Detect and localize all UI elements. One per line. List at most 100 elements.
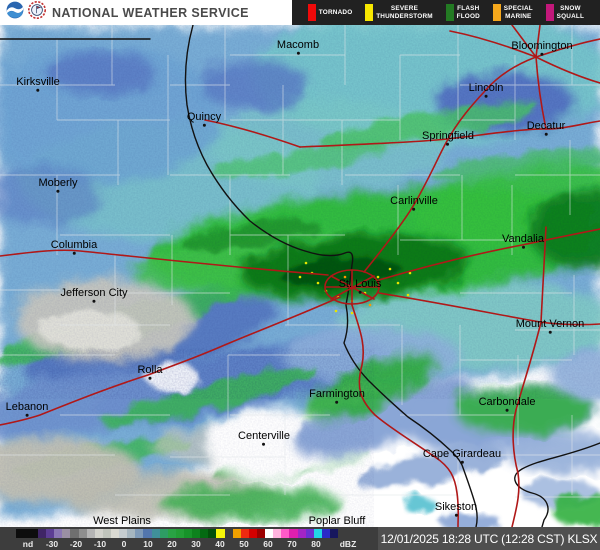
city-label: Quincy: [187, 111, 221, 127]
city-dot-icon: [521, 245, 525, 249]
city-label: Jefferson City: [60, 287, 128, 303]
colorbar-segment: [216, 529, 225, 538]
city-dot-icon: [358, 290, 362, 294]
city-label: Farmington: [309, 388, 365, 404]
legend-item: SNOW SQUALL: [545, 4, 585, 21]
colorbar-segment: [256, 529, 266, 538]
dbz-tick-labels: nd -30 -20 -10 0 10 20 30 40 50 60 70 80 dBZ: [0, 539, 380, 549]
scale-tick: 40: [215, 539, 225, 549]
state-borders: [0, 25, 600, 527]
scale-bar: nd -30 -20 -10 0 10 20 30 40 50 60 70 80 dBZ 12/01/20…: [0, 527, 600, 550]
colorbar-segment: [54, 529, 63, 538]
county-lines: [0, 25, 600, 527]
colorbar-segment: [225, 529, 233, 538]
legend-label: SNOW SQUALL: [556, 4, 585, 20]
warning-swatch-icon: [307, 4, 316, 21]
city-label: Vandalia: [502, 233, 544, 249]
city-dot-icon: [454, 513, 458, 517]
radar-map[interactable]: Kirksville Macomb Bloomington Quincy Lincoln…: [0, 25, 600, 527]
legend-item: TORNADO: [307, 4, 353, 21]
city-label: Sikeston: [435, 501, 477, 517]
warning-swatch-icon: [492, 4, 501, 21]
colorbar-segment: [119, 529, 128, 538]
colorbar-segment: [135, 529, 144, 538]
colorbar-segment: [167, 529, 176, 538]
city-label: Bloomington: [511, 40, 573, 56]
scale-tick: 70: [287, 539, 297, 549]
city-label: Carbondale: [479, 396, 535, 412]
colorbar-segment: [248, 529, 257, 538]
nws-seal-icon: [28, 1, 46, 24]
legend-item: SEVERE THUNDERSTORM: [365, 4, 433, 21]
colorbar-segment: [208, 529, 217, 538]
warning-swatch-icon: [445, 4, 454, 21]
city-label: Lincoln: [469, 82, 503, 98]
scale-tick: nd: [22, 539, 34, 549]
city-label: Mount Vernon: [516, 318, 584, 334]
city-label: Decatur: [527, 120, 565, 136]
colorbar-segment: [200, 529, 209, 538]
colorbar-segment: [86, 529, 95, 538]
city-dot-icon: [540, 52, 544, 56]
colorbar-segment: [110, 529, 120, 538]
scale-tick: 60: [263, 539, 273, 549]
colorbar-segment: [321, 529, 330, 538]
colorbar-segment: [62, 529, 71, 538]
colorbar-segment: [143, 529, 152, 538]
colorbar-segment: [329, 529, 339, 538]
scale-tick: 80: [311, 539, 321, 549]
scale-tick: 30: [191, 539, 201, 549]
city-label: Springfield: [422, 130, 474, 146]
city-label: St. Louis: [339, 278, 381, 294]
city-label: Centerville: [238, 430, 290, 446]
colorbar-segment: [232, 529, 241, 538]
city-label: Cape Girardeau: [423, 448, 501, 464]
city-dot-icon: [460, 460, 464, 464]
city-dot-icon: [446, 142, 450, 146]
legend-item: FLASH FLOOD: [445, 4, 480, 21]
colorbar-segment: [273, 529, 282, 538]
city-dot-icon: [36, 88, 40, 92]
city-dot-icon: [505, 408, 509, 412]
warning-swatch-icon: [365, 4, 374, 21]
legend-label: TORNADO: [318, 8, 353, 16]
city-label: West Plains: [93, 515, 151, 527]
colorbar-segment: [265, 529, 274, 538]
colorbar-segment: [240, 529, 249, 538]
city-dot-icon: [412, 207, 416, 211]
logo-group: [0, 1, 46, 24]
city-dot-icon: [548, 330, 552, 334]
scale-tick: -20: [69, 539, 83, 549]
legend-item: SPECIAL MARINE: [492, 4, 533, 21]
city-dot-icon: [56, 189, 60, 193]
colorbar-segment: [313, 529, 322, 538]
scale-tick: 0: [121, 539, 127, 549]
colorbar-segment: [305, 529, 314, 538]
city-dot-icon: [335, 400, 339, 404]
city-dot-icon: [296, 51, 300, 55]
colorbar-segment: [38, 529, 47, 538]
colorbar-segment: [102, 529, 111, 538]
colorbar-segment: [159, 529, 168, 538]
noaa-logo-icon: [6, 1, 24, 24]
city-label: Columbia: [51, 239, 97, 255]
header-bar: NATIONAL WEATHER SERVICE TORNADO SEVERE TH…: [0, 0, 600, 25]
scale-tick: 50: [239, 539, 249, 549]
scale-tick: 10: [143, 539, 153, 549]
city-labels-layer: Kirksville Macomb Bloomington Quincy Lincoln…: [0, 25, 600, 527]
colorbar-segment: [151, 529, 160, 538]
scale-tick: dBZ: [339, 539, 357, 549]
nd-segment: [16, 529, 38, 538]
colorbar-segment: [297, 529, 306, 538]
header-title: NATIONAL WEATHER SERVICE: [52, 5, 249, 20]
city-label: Kirksville: [16, 76, 60, 92]
scale-tick: 20: [167, 539, 177, 549]
colorbar-segment: [46, 529, 55, 538]
city-dot-icon: [544, 132, 548, 136]
colorbar-segment: [70, 529, 79, 538]
city-dot-icon: [92, 299, 96, 303]
city-label: Macomb: [277, 39, 319, 55]
legend-label: SPECIAL MARINE: [503, 4, 533, 20]
legend-label: FLASH FLOOD: [456, 4, 480, 20]
